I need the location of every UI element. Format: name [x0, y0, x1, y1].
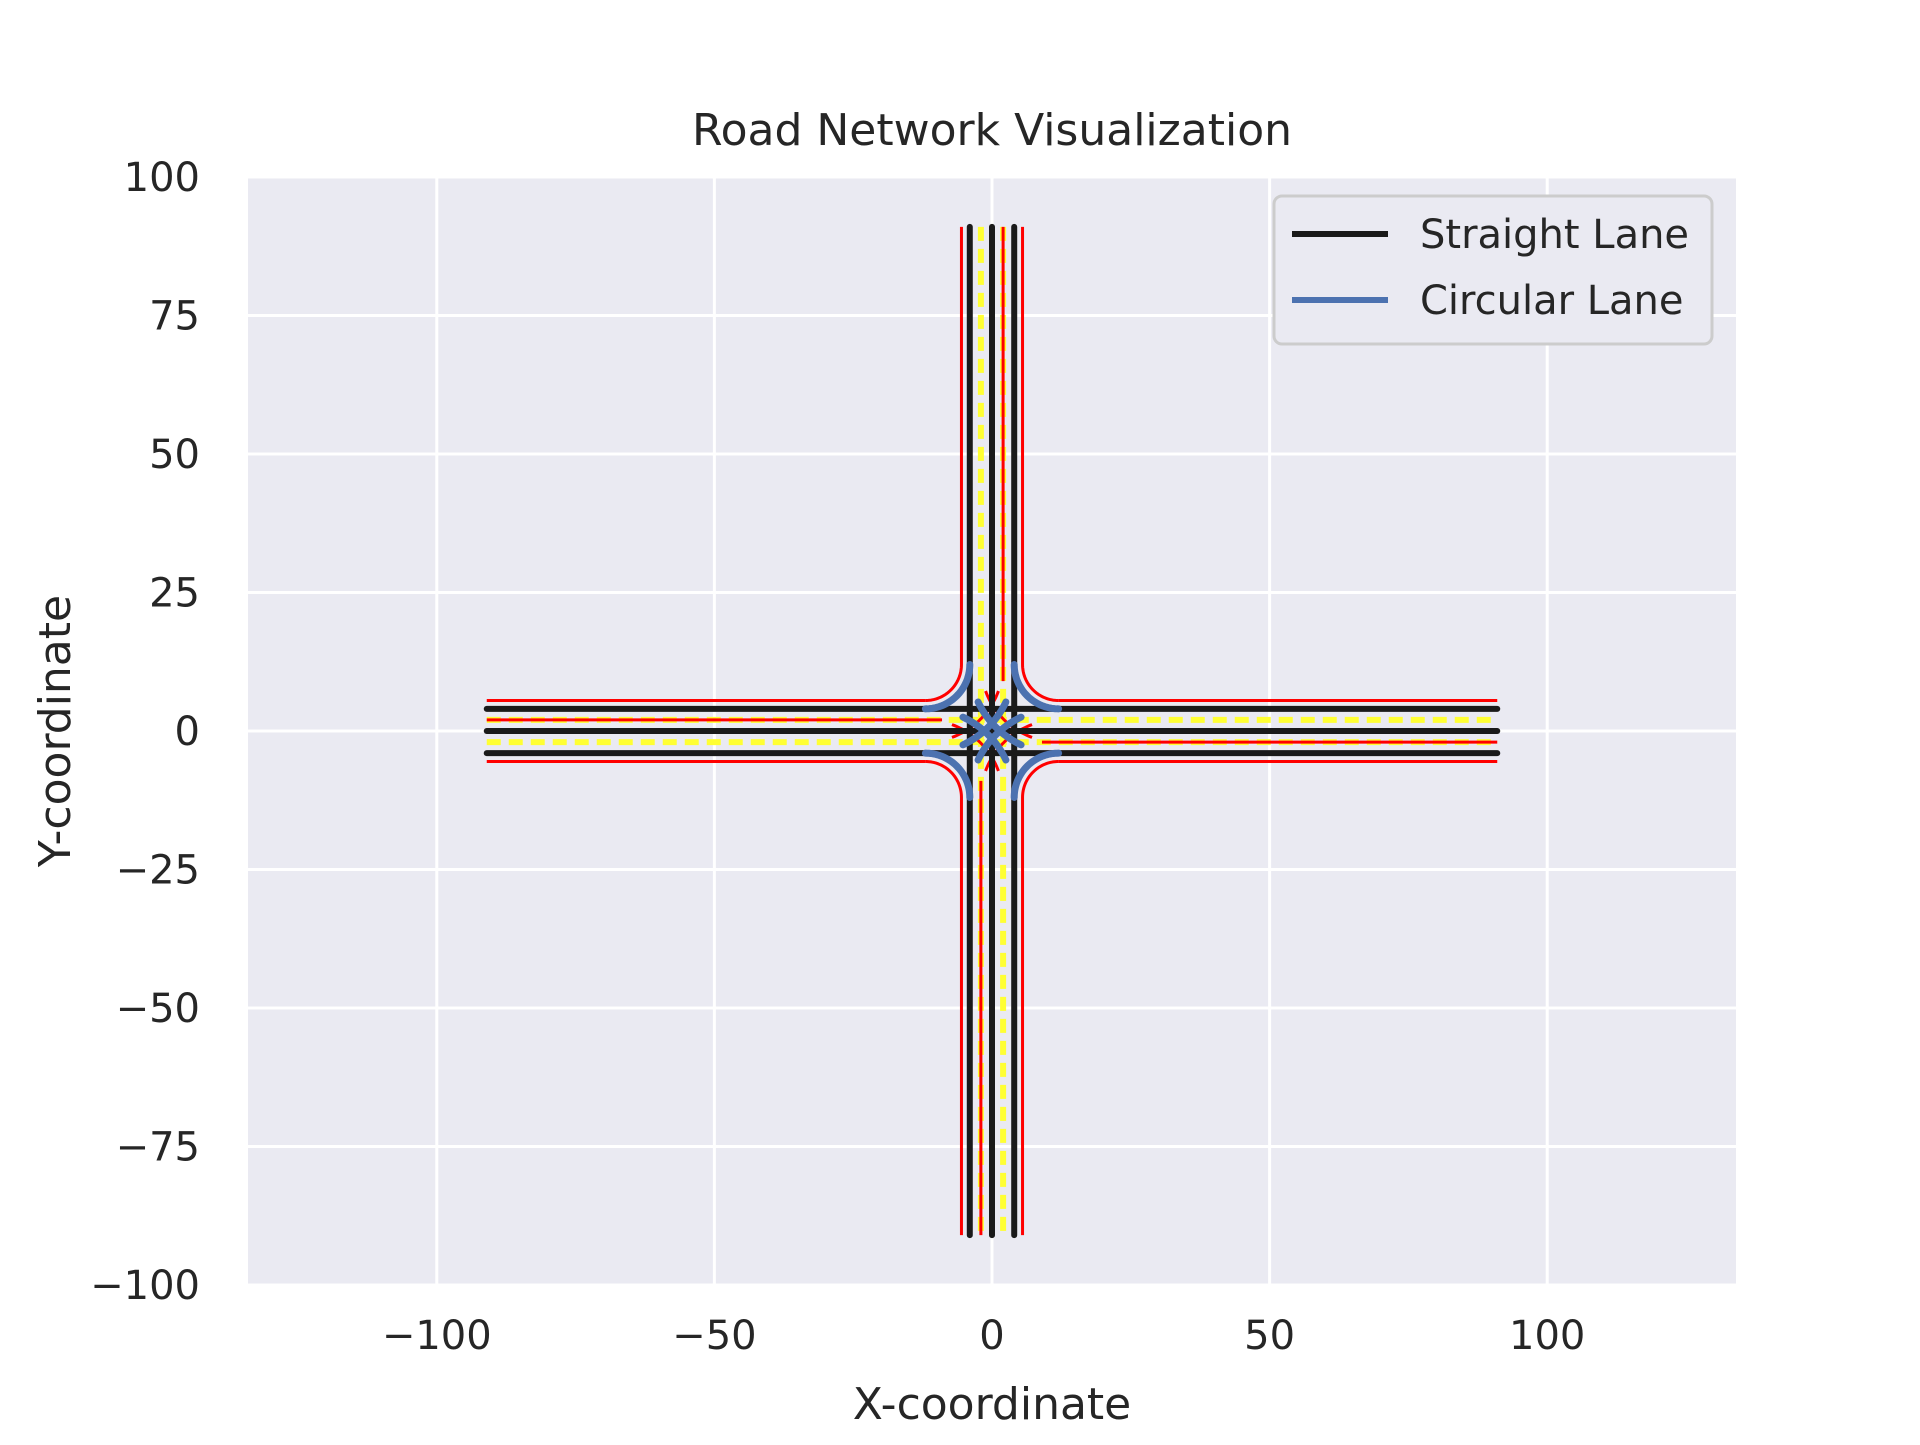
y-tick-label: 100 [124, 155, 200, 201]
x-axis-label: X-coordinate [853, 1379, 1132, 1430]
y-tick-label: −25 [116, 848, 200, 894]
x-tick-label: −100 [382, 1313, 492, 1359]
x-tick-label: 0 [979, 1313, 1004, 1359]
boundary-curve [925, 664, 963, 703]
y-tick-label: 75 [149, 294, 200, 340]
legend-label: Circular Lane [1420, 278, 1684, 324]
x-tick-label: 100 [1509, 1313, 1585, 1359]
y-tick-label: −50 [116, 986, 200, 1032]
chart-title: Road Network Visualization [692, 105, 1292, 156]
circular-lane [959, 698, 1010, 749]
circular-lane [974, 713, 1025, 764]
tick-layer: −100 −50 0 50 100 −100 −75 −50 −25 0 25 50 75 100 [90, 155, 1585, 1359]
y-tick-label: 50 [149, 432, 200, 478]
circular-lane [974, 698, 1025, 749]
legend: Straight Lane Circular Lane [1272, 194, 1714, 346]
circular-lane [1010, 661, 1063, 713]
circular-lane [1010, 749, 1063, 801]
x-tick-label: −50 [672, 1313, 756, 1359]
boundary-curve [1021, 759, 1059, 798]
circular-lane [921, 661, 974, 713]
x-tick-label: 50 [1244, 1313, 1295, 1359]
y-axis-label: Y-coordinate [30, 595, 81, 868]
y-tick-label: −100 [90, 1263, 200, 1309]
data-layer [483, 223, 1501, 1239]
y-tick-label: 25 [149, 571, 200, 617]
boundary-curve [1021, 664, 1059, 703]
circular-lane [959, 713, 1010, 764]
y-tick-label: −75 [116, 1125, 200, 1171]
legend-label: Straight Lane [1420, 212, 1689, 258]
boundary-curve [925, 759, 963, 798]
y-tick-label: 0 [175, 709, 200, 755]
circular-lane [921, 749, 974, 801]
